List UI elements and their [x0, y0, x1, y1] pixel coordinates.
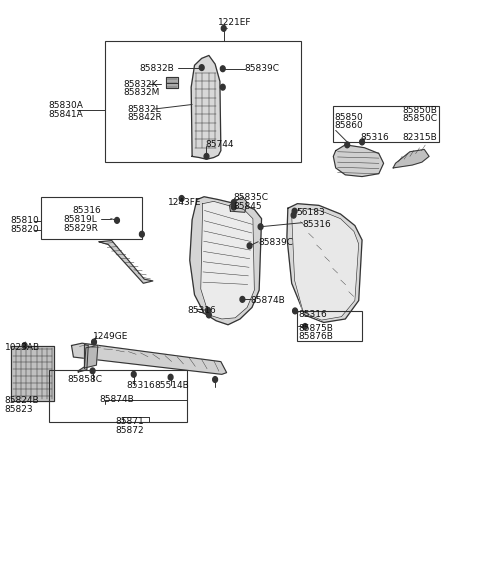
Polygon shape — [287, 203, 362, 323]
Circle shape — [168, 375, 173, 380]
Text: 85824B: 85824B — [4, 397, 39, 405]
Text: 85819L: 85819L — [63, 216, 97, 224]
Text: 85875B: 85875B — [299, 324, 333, 333]
Circle shape — [22, 343, 27, 349]
Text: 85839C: 85839C — [245, 64, 280, 73]
Bar — [298, 311, 362, 341]
Circle shape — [231, 199, 236, 205]
Text: 85820: 85820 — [10, 225, 39, 234]
Polygon shape — [190, 197, 262, 325]
Text: 85810: 85810 — [10, 216, 39, 225]
Circle shape — [293, 308, 298, 314]
Circle shape — [213, 377, 217, 383]
Text: 85876B: 85876B — [299, 332, 333, 342]
Circle shape — [204, 154, 209, 160]
Text: 85832M: 85832M — [123, 88, 159, 98]
Text: 85830A: 85830A — [48, 101, 84, 110]
Text: 82315B: 82315B — [403, 134, 437, 142]
Text: 85874B: 85874B — [251, 296, 285, 305]
Polygon shape — [166, 77, 178, 88]
Circle shape — [132, 372, 136, 377]
Circle shape — [140, 231, 144, 237]
Bar — [41, 197, 142, 239]
Circle shape — [206, 312, 211, 318]
Circle shape — [220, 66, 225, 72]
Text: 85850C: 85850C — [403, 114, 438, 123]
Polygon shape — [393, 150, 429, 168]
Text: 85832L: 85832L — [127, 105, 161, 114]
Bar — [48, 370, 187, 421]
Polygon shape — [72, 343, 227, 375]
Text: 85829R: 85829R — [63, 224, 98, 233]
Text: 85860: 85860 — [335, 121, 363, 130]
Circle shape — [345, 142, 349, 148]
Circle shape — [199, 65, 204, 71]
Text: 1249GE: 1249GE — [93, 332, 129, 341]
Text: 85839C: 85839C — [258, 238, 293, 247]
Circle shape — [240, 297, 245, 302]
Text: 1221EF: 1221EF — [217, 18, 251, 27]
Bar — [333, 106, 439, 142]
Text: 85858C: 85858C — [67, 375, 102, 384]
Text: 85835C: 85835C — [234, 194, 269, 202]
Text: 85845: 85845 — [234, 202, 263, 211]
Text: 1023AB: 1023AB — [4, 343, 40, 353]
Polygon shape — [11, 346, 54, 401]
Bar — [105, 41, 301, 162]
Text: 85514B: 85514B — [155, 381, 190, 390]
Circle shape — [221, 25, 226, 31]
Text: 85850: 85850 — [335, 113, 363, 122]
Circle shape — [92, 339, 96, 345]
Polygon shape — [201, 201, 254, 319]
Text: 85823: 85823 — [4, 405, 33, 414]
Polygon shape — [333, 145, 384, 176]
Text: 85316: 85316 — [299, 310, 327, 320]
Text: 85832B: 85832B — [140, 64, 174, 73]
Text: 85841A: 85841A — [48, 110, 84, 119]
Text: 85832K: 85832K — [123, 80, 158, 89]
Circle shape — [292, 208, 297, 214]
Text: 85850B: 85850B — [403, 106, 438, 115]
Text: 85874B: 85874B — [100, 395, 134, 404]
Text: 85872: 85872 — [116, 426, 144, 435]
Text: 85316: 85316 — [72, 206, 101, 215]
Circle shape — [179, 195, 184, 201]
Text: 85316: 85316 — [360, 134, 389, 142]
Circle shape — [115, 217, 120, 223]
Text: 85744: 85744 — [205, 140, 234, 149]
Circle shape — [258, 224, 263, 229]
Text: 85316: 85316 — [302, 220, 331, 229]
Circle shape — [90, 368, 95, 374]
Polygon shape — [84, 346, 98, 368]
Circle shape — [220, 84, 225, 90]
Circle shape — [231, 204, 236, 210]
Polygon shape — [229, 197, 247, 212]
Polygon shape — [99, 240, 153, 283]
Text: 1243FE: 1243FE — [168, 198, 202, 207]
Circle shape — [360, 139, 364, 145]
Text: 85316: 85316 — [187, 306, 216, 316]
Circle shape — [205, 307, 210, 313]
Text: 56183: 56183 — [297, 208, 325, 217]
Text: 85842R: 85842R — [127, 113, 162, 122]
Polygon shape — [292, 208, 359, 320]
Circle shape — [247, 243, 252, 249]
Circle shape — [303, 324, 308, 329]
Text: 85871: 85871 — [116, 417, 144, 426]
Text: 85316: 85316 — [126, 381, 155, 390]
Circle shape — [291, 212, 296, 218]
Polygon shape — [191, 55, 221, 159]
Polygon shape — [78, 344, 88, 372]
